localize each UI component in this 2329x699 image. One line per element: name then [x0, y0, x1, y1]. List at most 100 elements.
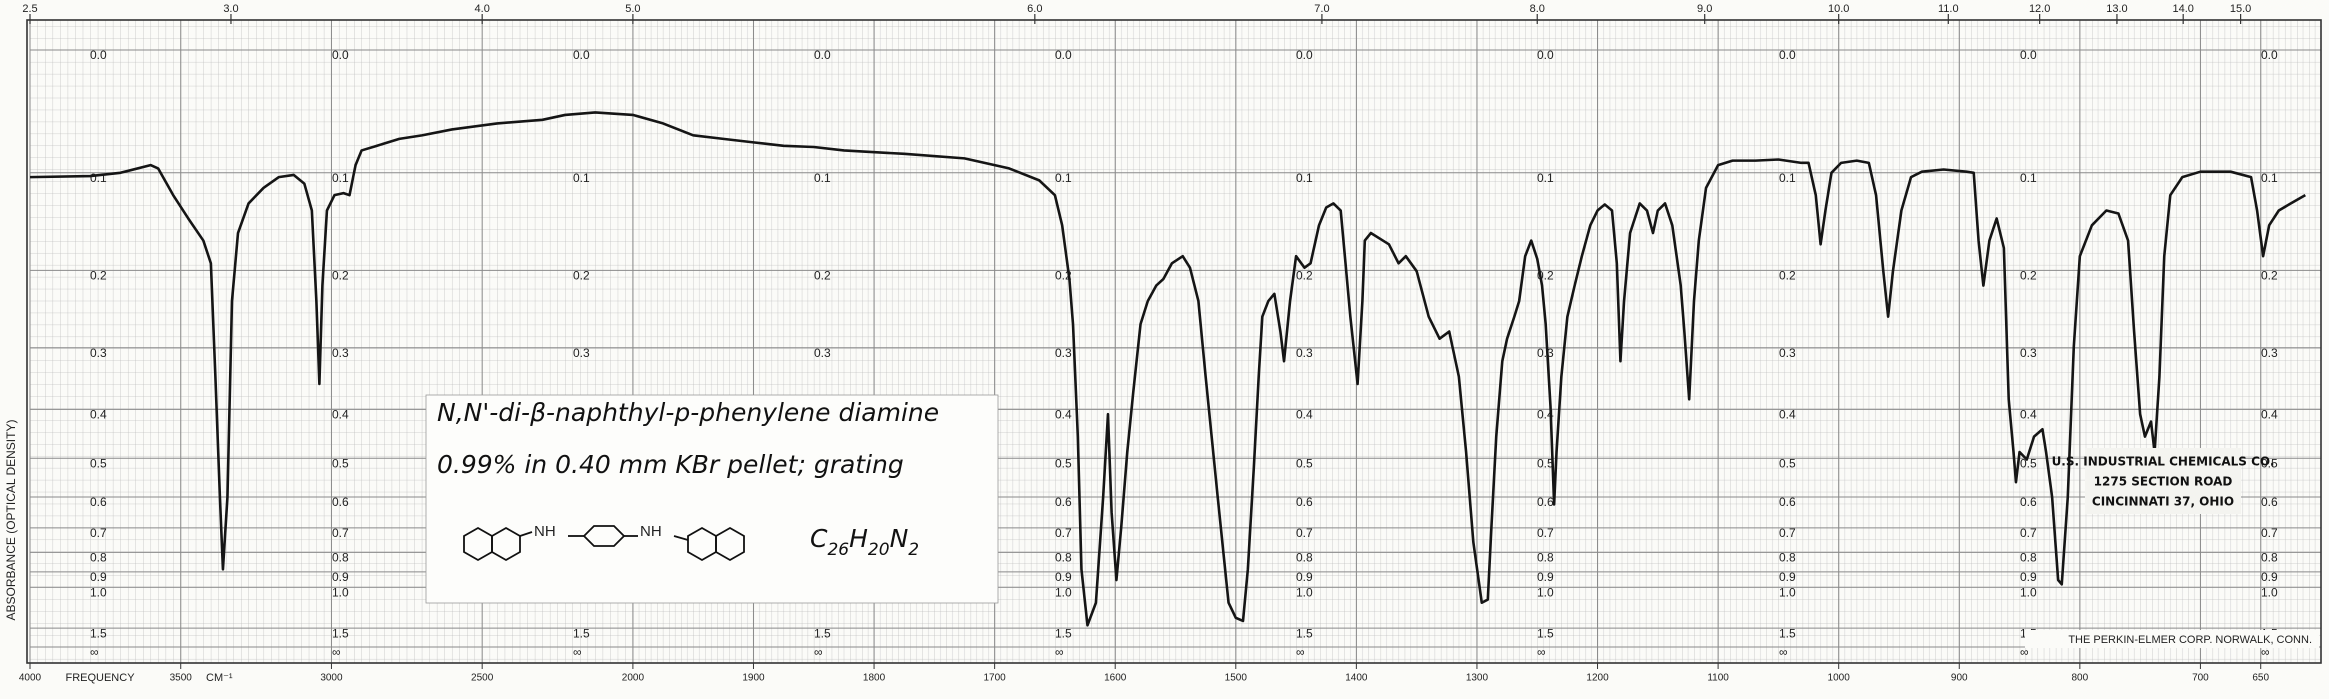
x2-tick-label: 3.0 [223, 3, 238, 15]
y-tick-label: 1.5 [1779, 626, 1796, 640]
y-tick-label: 1.0 [1296, 585, 1313, 599]
y-tick-label: 1.0 [2020, 585, 2037, 599]
x-axis-title: FREQUENCY [65, 672, 135, 684]
y-tick-label: 1.0 [1779, 585, 1796, 599]
x2-tick-label: 10.0 [1828, 3, 1849, 15]
company-stamp: U.S. INDUSTRIAL CHEMICALS CO. 1275 SECTIO… [2052, 448, 2274, 514]
x2-tick-label: 5.0 [625, 3, 640, 15]
y-tick-label: 0.0 [573, 48, 590, 62]
y-tick-label: 0.6 [1296, 495, 1313, 509]
y-tick-label: 0.1 [2261, 171, 2278, 185]
y-tick-label: 0.6 [332, 495, 349, 509]
y-tick-label: 0.3 [1055, 346, 1072, 360]
y-tick-label: 0.2 [90, 268, 107, 282]
y-tick-label: 0.3 [2020, 346, 2037, 360]
sample-description: 0.99% in 0.40 mm KBr pellet; grating [437, 450, 904, 479]
y-tick-label: 1.5 [90, 626, 107, 640]
y-tick-label: 0.0 [2020, 48, 2037, 62]
x-tick-label: 800 [2071, 673, 2088, 684]
y-tick-label: 0.2 [814, 268, 831, 282]
y-tick-label: 0.2 [2020, 268, 2037, 282]
y-tick-label: 0.2 [332, 268, 349, 282]
x-tick-label: 1100 [1707, 673, 1729, 684]
annotation-background [425, 394, 999, 604]
y-tick-label: 0.0 [1537, 48, 1554, 62]
y-tick-label: 0.4 [1779, 408, 1796, 422]
y-tick-label: 0.9 [1296, 570, 1313, 584]
y-tick-label: 0.5 [1296, 456, 1313, 470]
background [30, 20, 2321, 663]
y-tick-label: 0.3 [814, 346, 831, 360]
y-tick-label: 0.7 [2261, 526, 2278, 540]
x-tick-label: 900 [1951, 673, 1968, 684]
y-tick-label: 1.5 [1296, 626, 1313, 640]
y-tick-label: 0.8 [1537, 551, 1554, 565]
x-tick-label: 1900 [742, 673, 765, 684]
y-tick-label: 0.5 [2261, 456, 2278, 470]
y-tick-label: 0.3 [90, 346, 107, 360]
formula-count: 20 [868, 540, 890, 560]
y-tick-label: 0.2 [2261, 268, 2278, 282]
y-tick-label: 0.8 [90, 551, 107, 565]
plot-frame [26, 19, 2322, 664]
stamp-background [2085, 448, 2241, 514]
structure-label: NH [640, 523, 662, 540]
y-tick-label: ∞ [1779, 645, 1788, 659]
formula-count: 26 [827, 540, 849, 560]
y-tick-label: 0.1 [573, 171, 590, 185]
y-tick-label: 0.3 [1296, 346, 1313, 360]
y-tick-label: 0.5 [1537, 456, 1554, 470]
y-tick-label: 0.3 [1779, 346, 1796, 360]
y-tick-label: 0.8 [1779, 551, 1796, 565]
y-tick-label: 0.4 [90, 408, 107, 422]
x2-tick-label: 14.0 [2172, 3, 2193, 15]
y-tick-label: 0.9 [1537, 570, 1554, 584]
y-tick-label: 0.4 [2020, 408, 2037, 422]
y-tick-label: 0.1 [90, 171, 107, 185]
x2-tick-label: 9.0 [1697, 3, 1712, 15]
x-tick-label: 700 [2192, 673, 2209, 684]
x-tick-label: 1600 [1104, 673, 1127, 684]
y-tick-label: 0.2 [573, 268, 590, 282]
credit: THE PERKIN-ELMER CORP. NORWALK, CONN. [2068, 634, 2312, 646]
formula-symbol: H [849, 524, 868, 553]
y-tick-label: ∞ [1296, 645, 1305, 659]
formula-symbol: C [810, 524, 828, 553]
y-tick-label: 0.5 [90, 456, 107, 470]
y-tick-label: 0.9 [1779, 570, 1796, 584]
y-tick-label: 0.3 [1537, 346, 1554, 360]
x2-tick-label: 4.0 [475, 3, 490, 15]
y-tick-label: 0.4 [1296, 408, 1313, 422]
y-tick-label: 0.2 [1296, 268, 1313, 282]
y-tick-label: 1.0 [1537, 585, 1554, 599]
y-tick-label: 0.8 [1296, 551, 1313, 565]
y-tick-label: 0.7 [1055, 526, 1072, 540]
x-tick-label: 2500 [471, 673, 494, 684]
y-tick-label: 0.8 [2020, 551, 2037, 565]
y-tick-label: 0.9 [90, 570, 107, 584]
x-tick-label: 1800 [863, 673, 886, 684]
y-tick-label: 0.7 [1296, 526, 1313, 540]
y-tick-label: ∞ [814, 645, 823, 659]
y-tick-label: ∞ [1055, 645, 1064, 659]
y-tick-label: 0.6 [1055, 495, 1072, 509]
y-tick-label: 0.0 [90, 48, 107, 62]
y-tick-label: 0.7 [2020, 526, 2037, 540]
y-tick-label: 0.5 [2020, 456, 2037, 470]
y-tick-label: 0.1 [1779, 171, 1796, 185]
y-tick-label: 0.7 [1537, 526, 1554, 540]
y-tick-label: 0.3 [573, 346, 590, 360]
y-tick-label: ∞ [2020, 645, 2029, 659]
spectrum-line [29, 111, 2306, 627]
x-tick-label: 1500 [1225, 673, 1248, 684]
y-tick-label: 1.5 [573, 626, 590, 640]
y-tick-label: 0.1 [2020, 171, 2037, 185]
y-tick-label: 0.8 [332, 551, 349, 565]
y-tick-label: 1.5 [332, 626, 349, 640]
structure-label: NH [534, 523, 556, 540]
y-tick-label: 0.0 [332, 48, 349, 62]
y-tick-label: 0.9 [2261, 570, 2278, 584]
y-tick-label: 0.7 [90, 526, 107, 540]
y-tick-label: 0.3 [2261, 346, 2278, 360]
